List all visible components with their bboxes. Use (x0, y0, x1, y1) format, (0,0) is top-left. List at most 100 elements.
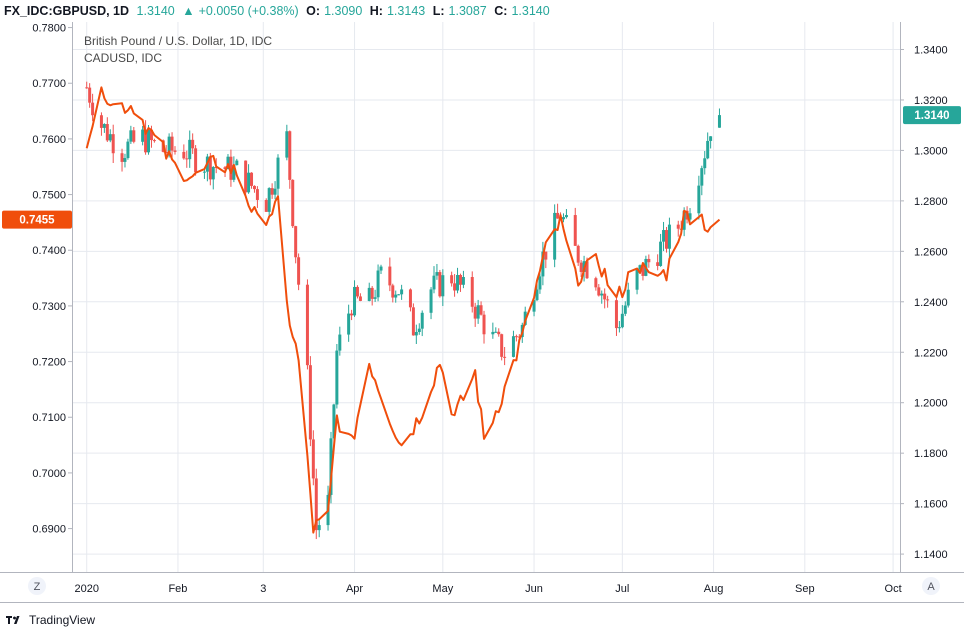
candle-body (379, 266, 383, 271)
open-value: 1.3090 (324, 4, 363, 18)
candle-body (188, 139, 192, 160)
svg-text:Z: Z (34, 581, 41, 593)
left-tick-label: 0.6900 (32, 524, 66, 536)
candle-body (252, 185, 256, 190)
candle-body (250, 172, 254, 186)
candle-body (453, 283, 457, 291)
candle-body (129, 130, 133, 142)
time-tick-label: Aug (704, 583, 724, 595)
candle-body (688, 213, 692, 220)
candle-body (414, 332, 418, 336)
candle-body (373, 297, 377, 299)
candle-body (164, 151, 168, 154)
candle-body (335, 350, 339, 405)
time-tick-label: 2020 (74, 583, 98, 595)
candle-body (85, 87, 89, 89)
candle-body (561, 217, 565, 220)
close-value: 1.3140 (511, 4, 550, 18)
candle-body (700, 168, 704, 186)
candle-body (267, 188, 271, 212)
right-tick-label: 1.2800 (914, 196, 948, 208)
candle-body (497, 331, 501, 335)
candle-body (473, 306, 477, 319)
candle-body (235, 160, 239, 166)
candle-body (194, 148, 198, 173)
candle-body (297, 257, 301, 285)
candle-body (126, 141, 130, 159)
candle-body (232, 165, 236, 180)
time-tick-label: Jul (615, 583, 629, 595)
candle-body (461, 277, 465, 285)
candle-body (514, 336, 518, 338)
candle-body (311, 439, 315, 479)
candle-body (573, 215, 577, 246)
overlay-series-legend: CADUSD, IDC (84, 51, 162, 65)
right-tick-label: 1.3400 (914, 45, 948, 57)
tradingview-logo[interactable]: TradingView (6, 613, 95, 627)
time-tick-label: May (432, 583, 453, 595)
candle-body (553, 212, 557, 260)
candle-body (132, 130, 136, 142)
left-tick-label: 0.7800 (32, 23, 66, 35)
log-scale-toggle[interactable]: Z (28, 577, 46, 595)
left-last-price-label: 0.7455 (2, 210, 72, 229)
time-tick-label: 3 (260, 583, 266, 595)
time-tick-label: Feb (168, 583, 187, 595)
candle-body (617, 327, 621, 329)
high-label: H: (369, 4, 383, 18)
candle-body (664, 230, 668, 249)
candle-body (458, 274, 462, 285)
auto-scale-toggle[interactable]: A (922, 577, 940, 595)
candle-body (432, 275, 436, 290)
candle-body (500, 334, 504, 357)
candle-body (709, 136, 713, 141)
svg-text:1.3140: 1.3140 (914, 110, 949, 122)
symbol-header: FX_IDC:GBPUSD, 1D 1.3140 ▲ +0.0050 (+0.38… (0, 0, 964, 22)
candle-body (503, 356, 507, 358)
candle-body (105, 124, 109, 141)
tradingview-logo-icon (6, 616, 20, 624)
candle-body (482, 314, 486, 335)
candle-body (600, 293, 604, 296)
candle-body (479, 305, 483, 315)
candle-body (647, 258, 651, 263)
candle-body (291, 179, 295, 227)
left-price-axis[interactable]: 0.7800 0.7700 0.7600 0.7500 0.7400 0.7300 0.72… (32, 23, 72, 536)
plot-area[interactable] (72, 22, 900, 572)
candle-body (152, 140, 156, 142)
candle-body (394, 294, 398, 298)
candle-body (202, 171, 206, 173)
close-label: C: (494, 4, 508, 18)
candle-body (102, 124, 106, 128)
candle-body (597, 287, 601, 296)
candle-body (429, 289, 433, 313)
candle-body (123, 158, 127, 162)
candle-body (682, 210, 686, 230)
right-price-axis[interactable]: 1.3400 1.3200 1.3000 1.2800 1.2600 1.2400 1.22… (900, 45, 948, 562)
candle-body (144, 129, 148, 153)
candle-body (517, 336, 521, 338)
candle-body (388, 266, 392, 286)
candle-body (108, 134, 112, 141)
right-tick-label: 1.2000 (914, 398, 948, 410)
candle-body (626, 289, 630, 306)
symbol-label[interactable]: FX_IDC:GBPUSD, 1D (4, 4, 130, 18)
candle-body (662, 230, 666, 242)
candle-body (635, 269, 639, 290)
candle-body (182, 151, 186, 159)
candle-body (167, 136, 171, 154)
candle-body (355, 286, 359, 297)
candle-body (370, 287, 374, 299)
left-tick-label: 0.7400 (32, 245, 66, 257)
right-tick-label: 1.1400 (914, 549, 948, 561)
candle-body (332, 404, 336, 439)
svg-text:0.7455: 0.7455 (19, 215, 55, 227)
time-axis[interactable]: 2020 Feb 3 Apr May Jun Jul Aug Sep Oct (74, 583, 901, 595)
candle-body (173, 150, 177, 152)
candle-body (273, 188, 277, 195)
candle-body (397, 294, 401, 296)
candle-body (538, 276, 542, 290)
candle-body (417, 328, 421, 333)
left-tick-label: 0.7700 (32, 78, 66, 90)
